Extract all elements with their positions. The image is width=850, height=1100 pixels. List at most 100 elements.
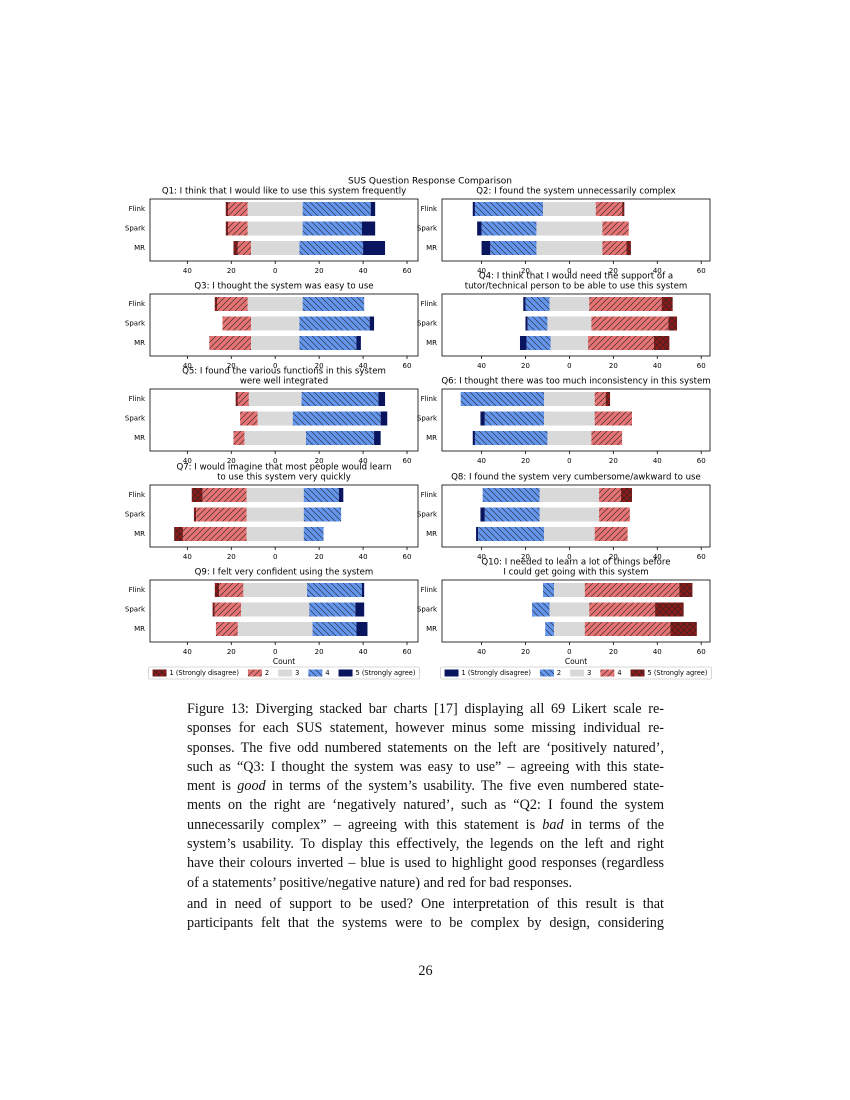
x-tick-label: 40 [183, 553, 192, 561]
bar-segment [299, 336, 357, 350]
y-tick-label: Spark [125, 320, 146, 328]
bar-segment [248, 392, 302, 406]
bar-segment [474, 431, 548, 445]
bar-segment [303, 488, 339, 502]
chart-title: Q10: I needed to learn a lot of things b… [481, 558, 670, 568]
x-tick-label: 20 [315, 457, 324, 465]
text: ment is [187, 778, 232, 795]
bar-segment [527, 316, 548, 331]
bar-segment [544, 411, 595, 426]
bar-segment [484, 507, 540, 522]
bar-segment [307, 583, 362, 597]
plot-frame [441, 293, 711, 357]
chart-title: Q3: I thought the system was easy to use [194, 282, 373, 292]
text: sponses for each SUS statement, however … [187, 720, 664, 737]
bar-segment [679, 583, 693, 597]
figure: SUS Question Response Comparison Q1: I t… [125, 177, 712, 680]
bar-segment [312, 622, 357, 636]
x-tick-label: 60 [403, 457, 412, 465]
bar-segment [621, 488, 633, 502]
x-tick-label: 20 [609, 362, 618, 370]
bar-segment [480, 507, 485, 522]
caption-line: such as “Q3: I thought the system was ea… [187, 758, 664, 777]
bar-segment [549, 297, 590, 311]
legend-label: 4 [617, 669, 621, 677]
bar-segment [193, 507, 197, 522]
legend-swatch [152, 669, 167, 677]
bar-segment [374, 431, 381, 445]
bar-segment [481, 241, 491, 255]
text: of a statements’ positive/negative natur… [187, 874, 573, 891]
y-tick-label: MR [134, 434, 145, 442]
y-tick-label: Spark [125, 415, 146, 423]
x-tick-label: 0 [567, 457, 571, 465]
bar-segment [292, 411, 381, 426]
x-tick-label: 20 [227, 457, 236, 465]
bar-segment [476, 527, 479, 541]
bar-segment [547, 431, 592, 445]
legend-swatch [600, 669, 615, 677]
plot-frame [441, 198, 711, 262]
plot-frame [149, 293, 419, 357]
bar-segment [477, 221, 482, 236]
bar-segment [589, 297, 662, 311]
x-tick-label: 40 [653, 267, 662, 275]
y-tick-label: Flink [129, 491, 146, 499]
bar-segment [303, 507, 342, 522]
bar-segment [482, 488, 540, 502]
x-tick-label: 60 [403, 553, 412, 561]
x-tick-label: 40 [183, 362, 192, 370]
bar-segment [525, 316, 528, 331]
bar-segment [554, 583, 585, 597]
bar-segment [594, 392, 606, 406]
bar-segment [547, 316, 592, 331]
bar-segment [599, 488, 622, 502]
x-tick-label: 0 [567, 553, 571, 561]
y-tick-label: Flink [421, 395, 438, 403]
chart-title: to use this system very quickly [217, 473, 351, 483]
x-tick-label: 20 [521, 457, 530, 465]
text: in terms of the [570, 816, 664, 833]
bar-segment [257, 411, 293, 426]
y-tick-label: MR [134, 339, 145, 347]
bar-segment [301, 392, 379, 406]
x-tick-label: 40 [653, 648, 662, 656]
x-tick-label: 60 [403, 648, 412, 656]
bar-segment [196, 507, 247, 522]
x-tick-label: 60 [403, 362, 412, 370]
bar-segment [602, 221, 629, 236]
x-tick-label: 60 [697, 648, 706, 656]
chart-title: Q7: I would imagine that most people wou… [176, 463, 391, 473]
x-tick-label: 20 [609, 457, 618, 465]
bar-segment [225, 221, 228, 236]
bar-segment [240, 411, 258, 426]
x-tick-label: 20 [227, 362, 236, 370]
bar-segment [299, 316, 370, 331]
figure-title: SUS Question Response Comparison [348, 177, 512, 187]
bar-segment [605, 392, 611, 406]
bar-segment [233, 431, 245, 445]
plot-frame [441, 579, 711, 643]
bar-segment [378, 392, 386, 406]
legend-swatch [444, 669, 459, 677]
x-tick-label: 40 [183, 457, 192, 465]
y-tick-label: MR [134, 625, 145, 633]
bar-segment [246, 488, 304, 502]
x-tick-label: 20 [609, 267, 618, 275]
legend-swatch [247, 669, 262, 677]
x-tick-label: 20 [521, 362, 530, 370]
bar-segment [532, 602, 550, 617]
y-tick-label: MR [426, 244, 437, 252]
x-tick-label: 20 [521, 267, 530, 275]
bar-segment [526, 336, 551, 350]
bar-segment [543, 583, 555, 597]
x-tick-label: 0 [273, 648, 277, 656]
plot-frame [149, 484, 419, 548]
x-tick-label: 0 [567, 648, 571, 656]
bar-segment [460, 392, 545, 406]
bar-segment [480, 411, 485, 426]
bar-segment [549, 602, 590, 617]
bar-segment [355, 602, 365, 617]
y-tick-label: Spark [125, 225, 146, 233]
bar-segment [369, 316, 375, 331]
